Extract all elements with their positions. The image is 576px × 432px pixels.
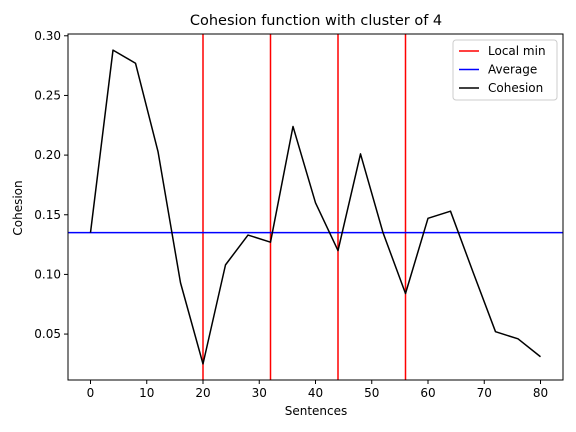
y-tick-label-5: 0.30	[34, 29, 61, 43]
cohesion-point-9	[292, 125, 294, 127]
y-axis-label: Cohesion	[11, 180, 25, 235]
chart-title: Cohesion function with cluster of 4	[190, 13, 442, 29]
legend-label-0: Local min	[488, 44, 546, 58]
legend-label-2: Cohesion	[488, 81, 543, 95]
axis-ticks: 0 10 20 30 40 50 60 70 80 0.05 0.10 0.15 0.20 0.25 0.3…	[34, 29, 548, 400]
y-tick-label-4: 0.25	[34, 88, 61, 102]
cohesion-point-14	[404, 292, 406, 294]
x-tick-label-80: 80	[533, 386, 548, 400]
x-tick-label-70: 70	[477, 386, 492, 400]
x-tick-label-10: 10	[139, 386, 154, 400]
cohesion-point-6	[224, 264, 226, 266]
legend: Local min Average Cohesion	[452, 39, 558, 101]
x-tick-label-30: 30	[252, 386, 267, 400]
cohesion-point-1	[112, 49, 114, 51]
cohesion-point-13	[382, 231, 384, 233]
legend-label-1: Average	[488, 63, 537, 77]
cohesion-point-12	[359, 153, 361, 155]
x-tick-label-20: 20	[195, 386, 210, 400]
plot-area	[68, 34, 563, 380]
cohesion-point-3	[157, 150, 159, 152]
cohesion-point-18	[494, 330, 496, 332]
x-axis-label: Sentences	[285, 404, 348, 418]
cohesion-point-0	[89, 231, 91, 233]
x-tick-label-0: 0	[87, 386, 95, 400]
cohesion-point-10	[314, 202, 316, 204]
legend-box	[452, 39, 558, 101]
y-tick-label-1: 0.10	[34, 267, 61, 281]
cohesion-point-8	[269, 241, 271, 243]
cohesion-point-4	[179, 282, 181, 284]
y-tick-label-3: 0.20	[34, 148, 61, 162]
cohesion-point-20	[539, 356, 541, 358]
cohesion-point-11	[337, 249, 339, 251]
y-tick-label-0: 0.05	[34, 327, 61, 341]
cohesion-point-2	[134, 62, 136, 64]
cohesion-point-7	[247, 234, 249, 236]
y-tick-label-2: 0.15	[34, 208, 61, 222]
cohesion-point-19	[517, 338, 519, 340]
x-tick-label-40: 40	[308, 386, 323, 400]
x-tick-label-60: 60	[420, 386, 435, 400]
x-tick-label-50: 50	[364, 386, 379, 400]
cohesion-line	[89, 49, 541, 365]
cohesion-point-17	[472, 271, 474, 273]
cohesion-point-5	[202, 363, 204, 365]
cohesion-point-16	[449, 210, 451, 212]
cohesion-point-15	[427, 217, 429, 219]
